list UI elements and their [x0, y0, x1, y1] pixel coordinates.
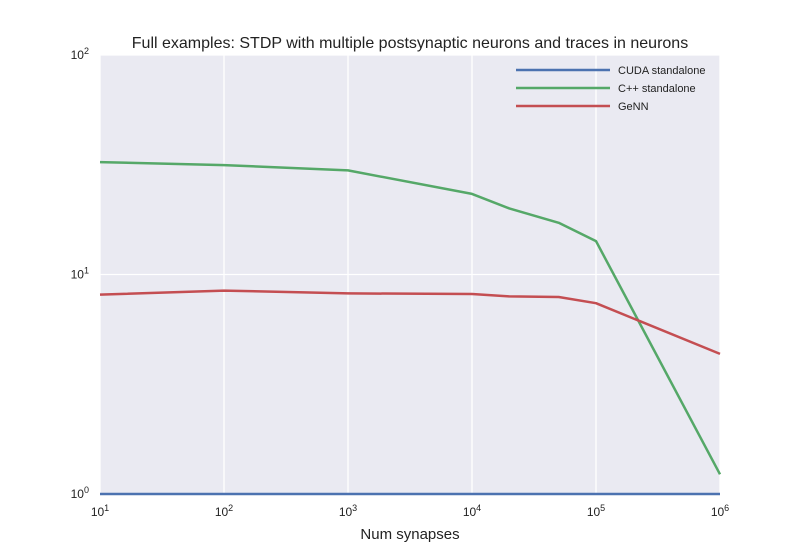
legend-label-c-standalone: C++ standalone — [618, 83, 696, 95]
y-tick-label: 100 — [71, 485, 89, 501]
legend-label-cuda-standalone: CUDA standalone — [618, 65, 705, 77]
x-axis-label: Num synapses — [360, 526, 459, 543]
y-tick-label: 101 — [71, 266, 89, 282]
series-line-c-standalone — [99, 160, 722, 475]
x-tick-label: 106 — [711, 503, 729, 519]
legend-label-genn: GeNN — [618, 101, 649, 113]
x-tick-label: 101 — [91, 503, 109, 519]
y-tick-label: 102 — [71, 46, 89, 62]
legend: CUDA standalone C++ standalone GeNN — [516, 65, 705, 113]
series-line-genn — [99, 289, 721, 356]
x-tick-label: 104 — [463, 503, 481, 519]
series-lines — [99, 160, 722, 496]
x-tick-label: 103 — [339, 503, 357, 519]
y-axis-ticks: 100 101 102 — [71, 46, 89, 501]
x-tick-label: 105 — [587, 503, 605, 519]
x-axis-ticks: 101 102 103 104 105 106 — [91, 503, 729, 519]
x-tick-label: 102 — [215, 503, 233, 519]
chart-title: Full examples: STDP with multiple postsy… — [132, 35, 688, 52]
